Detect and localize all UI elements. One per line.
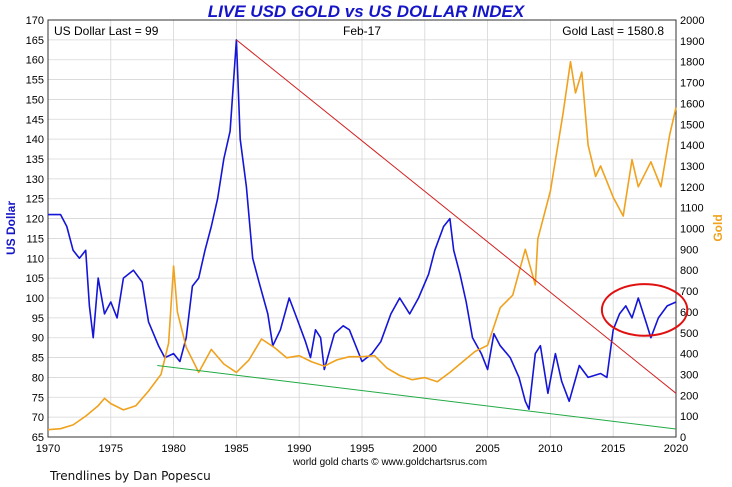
y-left-tick-label: 120 [26, 214, 44, 226]
x-tick-label: 1975 [99, 443, 123, 455]
y-left-tick-label: 150 [26, 94, 44, 106]
y-right-tick-label: 0 [680, 432, 686, 444]
x-tick-label: 1970 [36, 443, 60, 455]
y-right-tick-label: 200 [680, 390, 698, 402]
trendline-credit-caption: Trendlines by Dan Popescu [50, 469, 211, 483]
x-tick-label: 2010 [538, 443, 562, 455]
y-left-tick-label: 85 [32, 353, 44, 365]
y-right-tick-label: 500 [680, 328, 698, 340]
y-left-tick-label: 115 [26, 233, 44, 245]
y-right-tick-label: 400 [680, 349, 698, 361]
y-right-tick-label: 1300 [680, 161, 704, 173]
y-right-tick-label: 1100 [680, 203, 704, 215]
x-tick-label: 2000 [413, 443, 437, 455]
y-left-tick-label: 170 [26, 15, 44, 27]
source-credit: world gold charts © www.goldchartsrus.co… [292, 457, 487, 468]
y-right-tick-label: 300 [680, 369, 698, 381]
y-right-tick-label: 1000 [680, 224, 704, 236]
y-left-tick-label: 105 [26, 273, 44, 285]
y-right-tick-label: 1900 [680, 36, 704, 48]
chart-title: LIVE USD GOLD vs US DOLLAR INDEX [208, 2, 526, 21]
x-tick-label: 2015 [601, 443, 625, 455]
y-left-tick-label: 75 [32, 392, 44, 404]
us-dollar-index-line [48, 39, 677, 411]
y-left-tick-label: 145 [26, 114, 44, 126]
y-right-tick-label: 700 [680, 286, 698, 298]
red-trendline [236, 39, 677, 394]
y-right-tick-label: 1500 [680, 119, 704, 131]
y-left-tick-label: 80 [32, 372, 44, 384]
y-left-tick-label: 160 [26, 55, 44, 67]
y-right-tick-label: 900 [680, 244, 698, 256]
y-right-tick-label: 2000 [680, 15, 704, 27]
y-left-tick-label: 165 [26, 35, 44, 47]
chart-date: Feb-17 [343, 24, 381, 38]
plot-border [47, 19, 677, 438]
x-tick-label: 1995 [350, 443, 374, 455]
y-left-tick-label: 155 [26, 75, 44, 87]
y-left-tick-label: 130 [26, 174, 44, 186]
y-right-tick-label: 1600 [680, 98, 704, 110]
x-tick-label: 2020 [664, 443, 688, 455]
y-left-tick-label: 135 [26, 154, 44, 166]
y-right-tick-label: 100 [680, 411, 698, 423]
us-dollar-last-value: US Dollar Last = 99 [54, 24, 159, 38]
y-right-tick-label: 800 [680, 265, 698, 277]
y-right-tick-label: 1200 [680, 182, 704, 194]
gold-last-value: Gold Last = 1580.8 [562, 24, 664, 38]
y-left-tick-label: 65 [32, 432, 44, 444]
green-trendline [157, 365, 677, 430]
y-left-tick-label: 125 [26, 194, 44, 206]
y-right-tick-label: 1800 [680, 57, 704, 69]
y-left-tick-label: 110 [26, 253, 44, 265]
y-left-tick-label: 100 [26, 293, 44, 305]
x-tick-label: 2005 [475, 443, 499, 455]
annotation-ellipse [600, 283, 689, 337]
y-left-tick-label: 90 [32, 333, 44, 345]
y-left-tick-label: 140 [26, 134, 44, 146]
gold-price-line [47, 60, 677, 431]
x-tick-label: 1980 [161, 443, 185, 455]
y-left-tick-label: 95 [32, 313, 44, 325]
y-right-tick-label: 1700 [680, 78, 704, 90]
y-right-axis-title: Gold [711, 214, 725, 241]
y-left-axis-title: US Dollar [4, 201, 18, 255]
x-tick-label: 1985 [224, 443, 248, 455]
y-left-tick-label: 70 [32, 412, 44, 424]
x-tick-label: 1990 [287, 443, 311, 455]
y-right-tick-label: 600 [680, 307, 698, 319]
y-right-tick-label: 1400 [680, 140, 704, 152]
